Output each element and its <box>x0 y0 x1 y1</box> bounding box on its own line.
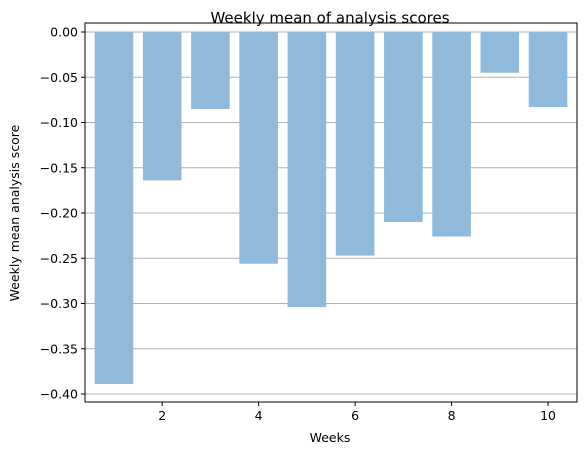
bar-week-7 <box>384 32 423 223</box>
y-tick-label: −0.20 <box>40 206 78 221</box>
bar-week-8 <box>432 32 471 237</box>
bar-week-4 <box>239 32 278 264</box>
y-tick-label: −0.15 <box>40 160 78 175</box>
bar-week-9 <box>480 32 520 73</box>
x-tick-label: 8 <box>448 408 456 423</box>
bar-week-1 <box>94 32 134 385</box>
bar-week-2 <box>142 32 182 181</box>
bar-week-6 <box>335 32 375 256</box>
y-tick-label: −0.40 <box>40 387 78 402</box>
chart-title: Weekly mean of analysis scores <box>210 9 449 27</box>
y-tick-label: −0.30 <box>40 296 78 311</box>
x-tick-label: 4 <box>255 408 263 423</box>
y-axis-ticks: 0.00 −0.05 −0.10 −0.15 −0.20 −0.25 −0.30 −0.35 −… <box>40 25 85 402</box>
y-tick-label: 0.00 <box>50 25 78 40</box>
y-axis-title: Weekly mean analysis score <box>7 124 22 301</box>
y-tick-label: −0.35 <box>40 341 78 356</box>
y-tick-label: −0.10 <box>40 115 78 130</box>
x-axis-ticks: 2 4 6 8 10 <box>158 402 556 423</box>
bar-week-3 <box>191 32 230 109</box>
x-axis-title: Weeks <box>310 430 351 445</box>
bars <box>94 32 568 385</box>
bar-week-10 <box>528 32 568 108</box>
y-tick-label: −0.25 <box>40 251 78 266</box>
x-tick-label: 2 <box>158 408 166 423</box>
x-tick-label: 10 <box>540 408 556 423</box>
y-tick-label: −0.05 <box>40 70 78 85</box>
x-tick-label: 6 <box>351 408 359 423</box>
bar-week-5 <box>287 32 327 308</box>
